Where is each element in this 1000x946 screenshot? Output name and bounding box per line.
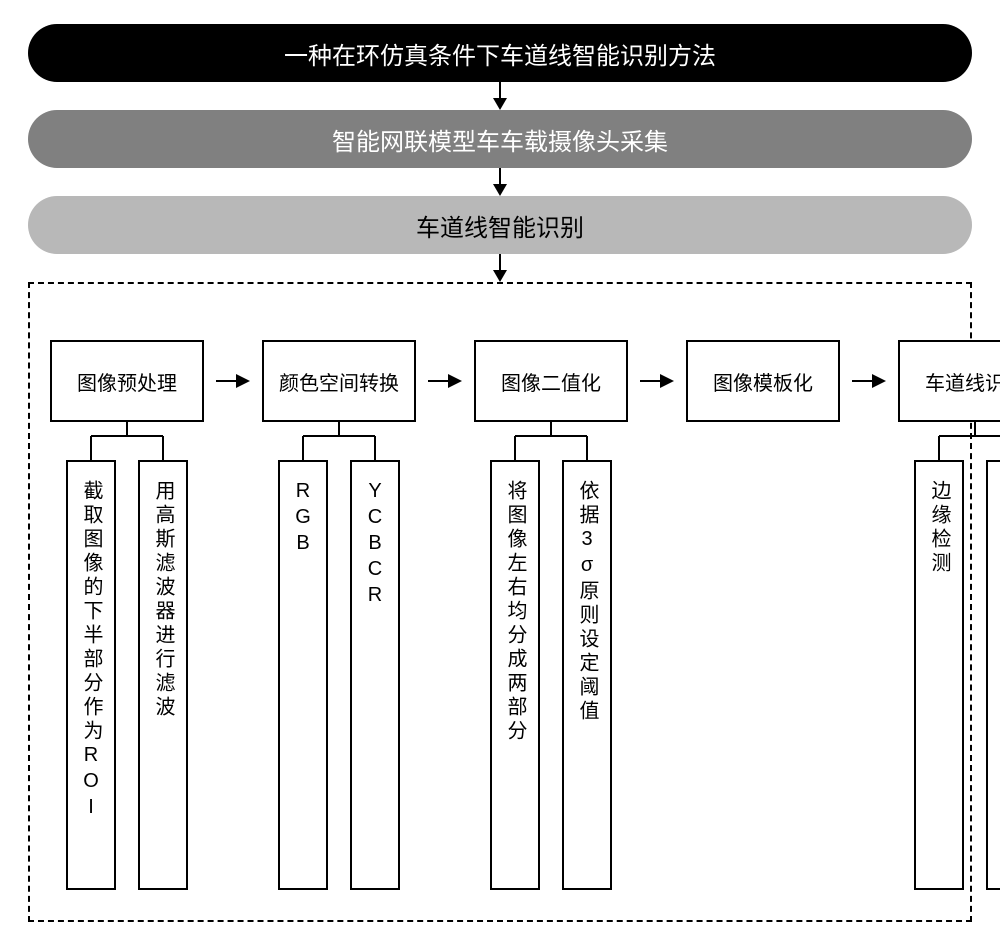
sub-label: 将图像左右均分成两部分	[503, 480, 527, 744]
detail-panel: 图像预处理截取图像的下半部分作为ROI 用高斯滤波器进行滤波 颜色空间转换 RGB Y…	[28, 282, 972, 922]
sub-box: 将图像左右均分成两部分	[490, 460, 540, 890]
sub-box: 用高斯滤波器进行滤波	[138, 460, 188, 890]
right-arrow	[852, 340, 886, 422]
stage-col: 车道线识别边缘检测 霍夫直线检测	[898, 340, 1000, 890]
stage-col: 图像二值化将图像左右均分成两部分 依据3σ原则设定阈值	[474, 340, 628, 890]
sub-label: 边缘检测	[927, 480, 951, 576]
sub-row: RGB YCBCR	[278, 460, 400, 890]
arrow-3	[28, 254, 972, 282]
sub-row: 截取图像的下半部分作为ROI 用高斯滤波器进行滤波	[66, 460, 188, 890]
stage-col: 颜色空间转换 RGB YCBCR	[262, 340, 416, 890]
stage-col: 图像预处理截取图像的下半部分作为ROI 用高斯滤波器进行滤波	[50, 340, 204, 890]
right-arrow	[216, 340, 250, 422]
arrow-1	[28, 82, 972, 110]
branch-connector	[262, 422, 416, 460]
right-arrow	[640, 340, 674, 422]
branch-connector	[50, 422, 204, 460]
step3-pill: 车道线智能识别	[28, 196, 972, 254]
stage-box: 车道线识别	[898, 340, 1000, 422]
title-pill: 一种在环仿真条件下车道线智能识别方法	[28, 24, 972, 82]
sub-row: 边缘检测 霍夫直线检测	[914, 460, 1000, 890]
right-arrow	[428, 340, 462, 422]
stage-box: 颜色空间转换	[262, 340, 416, 422]
sub-label: YCBCR	[363, 480, 387, 610]
branch-connector	[474, 422, 628, 460]
sub-box: 依据3σ原则设定阈值	[562, 460, 612, 890]
sub-box: 霍夫直线检测	[986, 460, 1000, 890]
stage-col: 图像模板化	[686, 340, 840, 422]
sub-label: RGB	[291, 480, 315, 558]
sub-box: 边缘检测	[914, 460, 964, 890]
stage-box: 图像模板化	[686, 340, 840, 422]
stage-box: 图像二值化	[474, 340, 628, 422]
branch-connector	[898, 422, 1000, 460]
sub-label: 截取图像的下半部分作为ROI	[79, 480, 103, 822]
sub-box: YCBCR	[350, 460, 400, 890]
sub-row: 将图像左右均分成两部分 依据3σ原则设定阈值	[490, 460, 612, 890]
sub-box: RGB	[278, 460, 328, 890]
arrow-2	[28, 168, 972, 196]
step2-pill: 智能网联模型车车载摄像头采集	[28, 110, 972, 168]
sub-label: 用高斯滤波器进行滤波	[151, 480, 175, 720]
stage-box: 图像预处理	[50, 340, 204, 422]
stage-row: 图像预处理截取图像的下半部分作为ROI 用高斯滤波器进行滤波 颜色空间转换 RGB Y…	[50, 340, 950, 890]
sub-label: 依据3σ原则设定阈值	[575, 480, 599, 724]
sub-box: 截取图像的下半部分作为ROI	[66, 460, 116, 890]
